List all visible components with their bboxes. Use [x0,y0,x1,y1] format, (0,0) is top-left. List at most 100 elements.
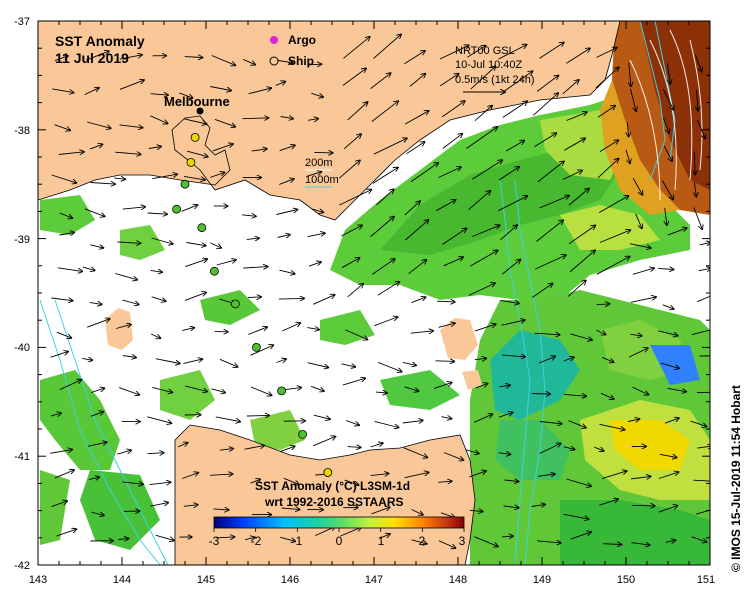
current-vector [122,356,136,358]
current-vector [570,532,591,540]
ship-station [251,342,261,352]
current-vector [177,443,188,448]
current-vector [339,190,371,206]
map-title: SST Anomaly [55,33,145,49]
current-vector [499,385,510,387]
current-vector [278,61,292,63]
x-tick-label: 144 [113,574,131,586]
colorbar-tick-label: 0 [336,534,343,548]
current-vector [502,260,520,275]
current-vector [374,420,399,427]
current-vector [625,149,630,163]
current-vector [279,145,295,152]
bathymetry-contours [39,21,676,565]
current-vector [278,298,304,299]
current-vector [469,510,483,511]
current-vector [504,480,519,482]
city-dot-icon [196,107,204,115]
current-vector [344,479,359,485]
current-vector [690,420,707,427]
current-vector [343,134,361,150]
current-vector [438,323,455,328]
current-vector [662,89,673,110]
current-vector [468,283,495,296]
current-vector [248,327,267,335]
current-vector [59,380,82,391]
current-vector [498,167,519,181]
current-vector [630,476,651,479]
current-vector [279,179,294,185]
current-vector [568,226,595,245]
current-vector [84,208,105,217]
current-vector [627,419,640,422]
current-vector [498,196,527,212]
current-vector [54,124,71,131]
current-vector [599,140,618,152]
contour-1000-label: 1000m [305,174,339,186]
current-vector [630,297,656,303]
current-vector [212,144,233,152]
current-vector [658,472,679,479]
current-vector [118,539,128,540]
current-vector [50,413,61,416]
current-vector [243,58,255,64]
current-time: 10-Jul 10:40Z [455,59,523,71]
current-vector [371,101,398,122]
current-vector [603,544,621,545]
current-vector [313,437,335,447]
current-vector [276,210,297,215]
current-vector [150,115,167,124]
current-vector [86,51,108,61]
current-vector [532,284,552,298]
current-vector [86,121,111,128]
current-vector [629,88,636,111]
current-vector [531,504,546,506]
current-vector [631,543,649,546]
current-source: NRT00 GSL [455,45,515,57]
current-vector [246,415,269,416]
current-vector [500,299,519,303]
current-vector [150,94,168,95]
ship-station [186,157,196,167]
city-label: Melbourne [164,94,230,109]
current-info: NRT00 GSL 10-Jul 10:40Z 0.5m/s (1kt 24h) [455,45,534,92]
current-vector [343,37,370,59]
current-vector [341,364,356,367]
current-vector [90,511,104,515]
current-vector [90,183,116,185]
current-vector [241,215,256,217]
current-vector [474,536,498,547]
current-vector [51,501,67,508]
current-vector [474,106,492,122]
current-vector [409,74,426,87]
current-vector [314,152,332,153]
ship-stations [172,132,333,477]
x-tick-label: 151 [697,574,715,586]
current-vector [377,361,402,371]
current-vector [659,453,677,457]
current-vector [283,477,299,484]
current-vector [59,212,73,218]
current-vector [280,117,294,119]
current-vector [469,471,486,478]
current-vector [150,503,168,507]
current-vector [566,112,587,121]
current-vector [598,196,628,213]
current-vector [562,80,579,95]
y-tick-label: -38 [14,125,30,137]
current-vector [408,260,427,275]
current-vector [502,101,527,118]
current-vector [594,447,603,451]
current-vector [345,420,359,426]
current-vector [536,220,563,242]
current-vector [695,55,702,71]
current-vector [122,482,143,484]
current-vectors [50,34,710,548]
current-vector [373,138,407,155]
current-vector [662,180,673,200]
current-vector [699,243,710,245]
current-vector [658,506,678,513]
current-vector [698,268,710,270]
current-vector [275,82,286,86]
